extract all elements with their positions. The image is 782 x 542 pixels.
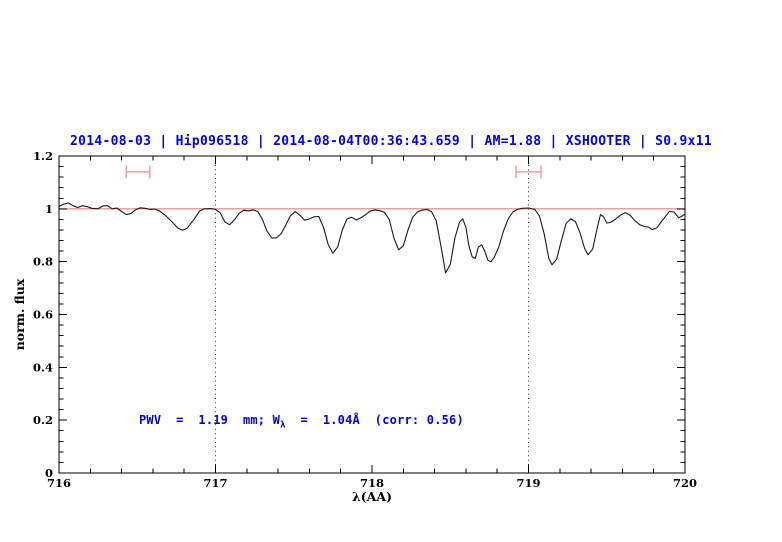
pwv-annotation-subscript: λ [280,420,286,431]
x-axis-label: λ(AA) [352,489,392,504]
x-tick-label: 716 [47,476,71,490]
y-tick-label: 0.6 [33,308,53,322]
y-tick-label: 1 [45,202,53,216]
x-tick-label: 719 [516,476,540,490]
pwv-annotation-prefix: PWV = 1.19 mm; W [139,413,281,427]
y-tick-label: 0.2 [33,413,53,427]
x-tick-label: 718 [360,476,384,490]
x-tick-label: 717 [203,476,227,490]
y-tick-label: 1.2 [33,149,53,163]
spectrum-line [58,202,686,274]
plot-title: 2014-08-03 | Hip096518 | 2014-08-04T00:3… [69,134,712,149]
pwv-annotation-suffix: = 1.04Å (corr: 0.56) [285,413,464,427]
pwv-annotation: PWV = 1.19 mm; Wλ = 1.04Å (corr: 0.56) [139,413,464,430]
y-tick-label: 0.8 [33,255,53,269]
x-tick-label: 720 [673,476,697,490]
y-tick-label: 0 [45,466,53,480]
y-tick-label: 0.4 [33,360,53,374]
y-axis-label: norm. flux [12,278,27,350]
